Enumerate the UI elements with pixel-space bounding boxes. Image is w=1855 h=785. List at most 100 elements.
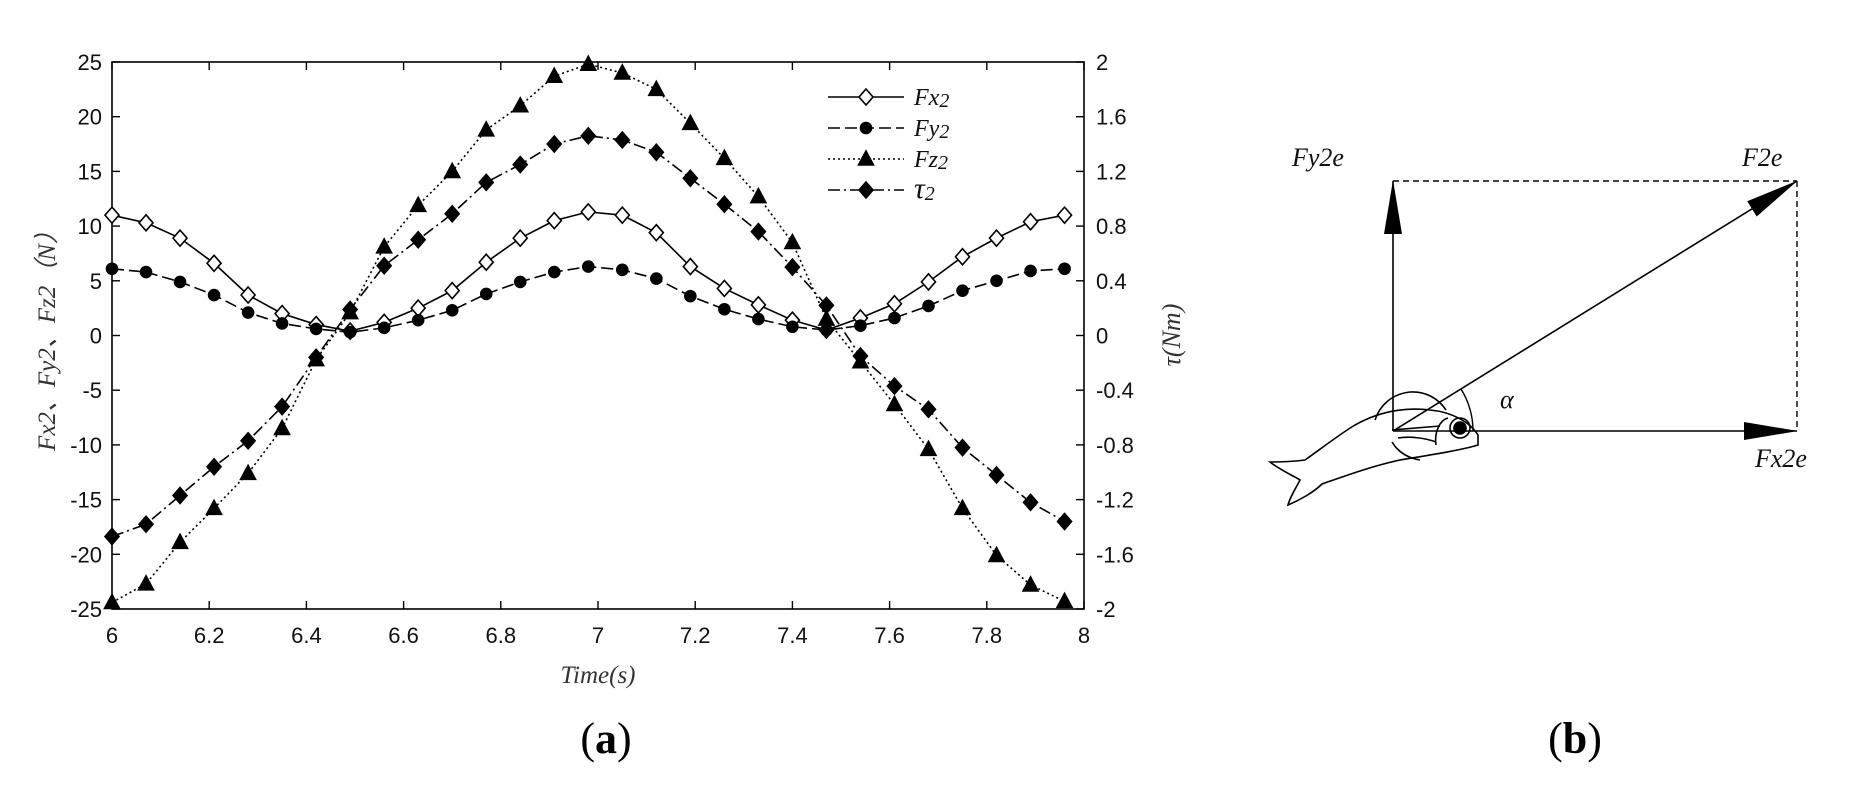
series-line [111, 135, 1065, 538]
x-tick-label: 7.6 [874, 623, 905, 648]
plot-area-frame [111, 61, 1085, 610]
data-point [343, 325, 357, 339]
data-point [752, 312, 765, 326]
series-0 [103, 202, 1073, 341]
series-1 [105, 260, 1071, 339]
legend-label-main: τ [914, 172, 926, 205]
data-point [885, 394, 904, 412]
data-point [1021, 575, 1040, 592]
data-point [886, 294, 903, 313]
data-point [547, 265, 561, 279]
data-point [818, 296, 835, 315]
legend-label-main: Fx [913, 85, 940, 111]
data-point [137, 515, 155, 534]
data-point [546, 211, 563, 230]
y2-tick-label: 0.4 [1096, 269, 1127, 294]
legend-item: Fz2 [828, 147, 948, 174]
data-point [240, 285, 257, 305]
data-point [309, 322, 323, 336]
fy-label: Fy2e [1291, 143, 1344, 172]
data-point [103, 205, 121, 225]
series-layer [103, 54, 1074, 610]
data-point [750, 222, 767, 241]
y2-tick-label: 0.8 [1096, 214, 1127, 239]
data-point [613, 63, 632, 80]
data-point [477, 120, 496, 137]
legend-label: Fz2 [913, 147, 948, 174]
data-point [545, 66, 564, 84]
x-tick-label: 6.6 [388, 623, 419, 648]
angle-label: α [1500, 385, 1515, 414]
data-point [1056, 512, 1073, 531]
y2-tick-label: 0 [1096, 324, 1108, 349]
data-point [103, 527, 121, 546]
x-tick-label: 6.2 [194, 623, 225, 648]
data-point [205, 457, 223, 476]
legend-marker [857, 180, 875, 200]
data-point [580, 126, 597, 146]
data-point [410, 298, 427, 318]
data-point [886, 376, 903, 396]
y-tick-label: 0 [90, 324, 102, 349]
data-point [411, 313, 425, 327]
data-point [954, 247, 971, 266]
data-point [409, 195, 428, 213]
legend-item: Fx2 [828, 85, 949, 112]
data-point [308, 348, 325, 367]
data-point [852, 346, 869, 366]
data-point [614, 130, 631, 150]
data-point [888, 311, 901, 325]
data-point [240, 431, 257, 451]
y-tick-label: -15 [70, 488, 102, 513]
data-point [614, 205, 631, 225]
data-point [716, 195, 733, 214]
y-tick-label: -25 [70, 597, 102, 622]
data-point [376, 256, 393, 275]
data-point [648, 223, 665, 242]
y-tick-label: 25 [78, 50, 102, 75]
fx-label: Fx2e [1754, 444, 1807, 473]
data-point [854, 319, 867, 332]
data-point [410, 230, 427, 249]
y-tick-label: 20 [78, 105, 102, 130]
data-point [1022, 493, 1039, 512]
data-point [988, 228, 1005, 248]
legend-marker [859, 121, 873, 135]
data-point [103, 592, 121, 610]
data-point [239, 463, 257, 481]
f-label: F2e [1741, 143, 1782, 172]
data-point [207, 288, 221, 302]
data-point [684, 289, 697, 303]
data-point [682, 257, 699, 276]
data-point [546, 134, 563, 154]
y-tick-label: 10 [78, 214, 102, 239]
f-resultant-arrow [1392, 180, 1798, 432]
legend-marker [857, 149, 875, 166]
series-line [111, 63, 1065, 604]
data-point [990, 274, 1003, 288]
data-point [1055, 591, 1074, 609]
y2-tick-label: -0.4 [1096, 378, 1134, 403]
data-point [139, 265, 153, 279]
data-point [580, 202, 597, 222]
panel-b-label: (b) [1548, 714, 1602, 763]
data-point [988, 465, 1005, 485]
legend-label-sub: 2 [939, 121, 949, 143]
data-point [173, 275, 187, 289]
data-point [512, 155, 529, 174]
legend-label-main: Fy [913, 116, 940, 142]
data-point [715, 148, 734, 166]
y-tick-label: 5 [90, 269, 102, 294]
fish-icon [1267, 391, 1479, 507]
data-point [920, 400, 937, 419]
data-point [479, 287, 493, 301]
x-tick-label: 6.8 [486, 623, 517, 648]
legend-item: Fy2 [828, 116, 949, 143]
data-point [274, 397, 291, 416]
x-tick-label: 6.4 [291, 623, 322, 648]
force-vector-diagram: α Fy2e F2e Fx2e [1267, 143, 1807, 507]
data-point [478, 252, 495, 272]
data-point [786, 320, 799, 334]
data-point [648, 143, 665, 162]
